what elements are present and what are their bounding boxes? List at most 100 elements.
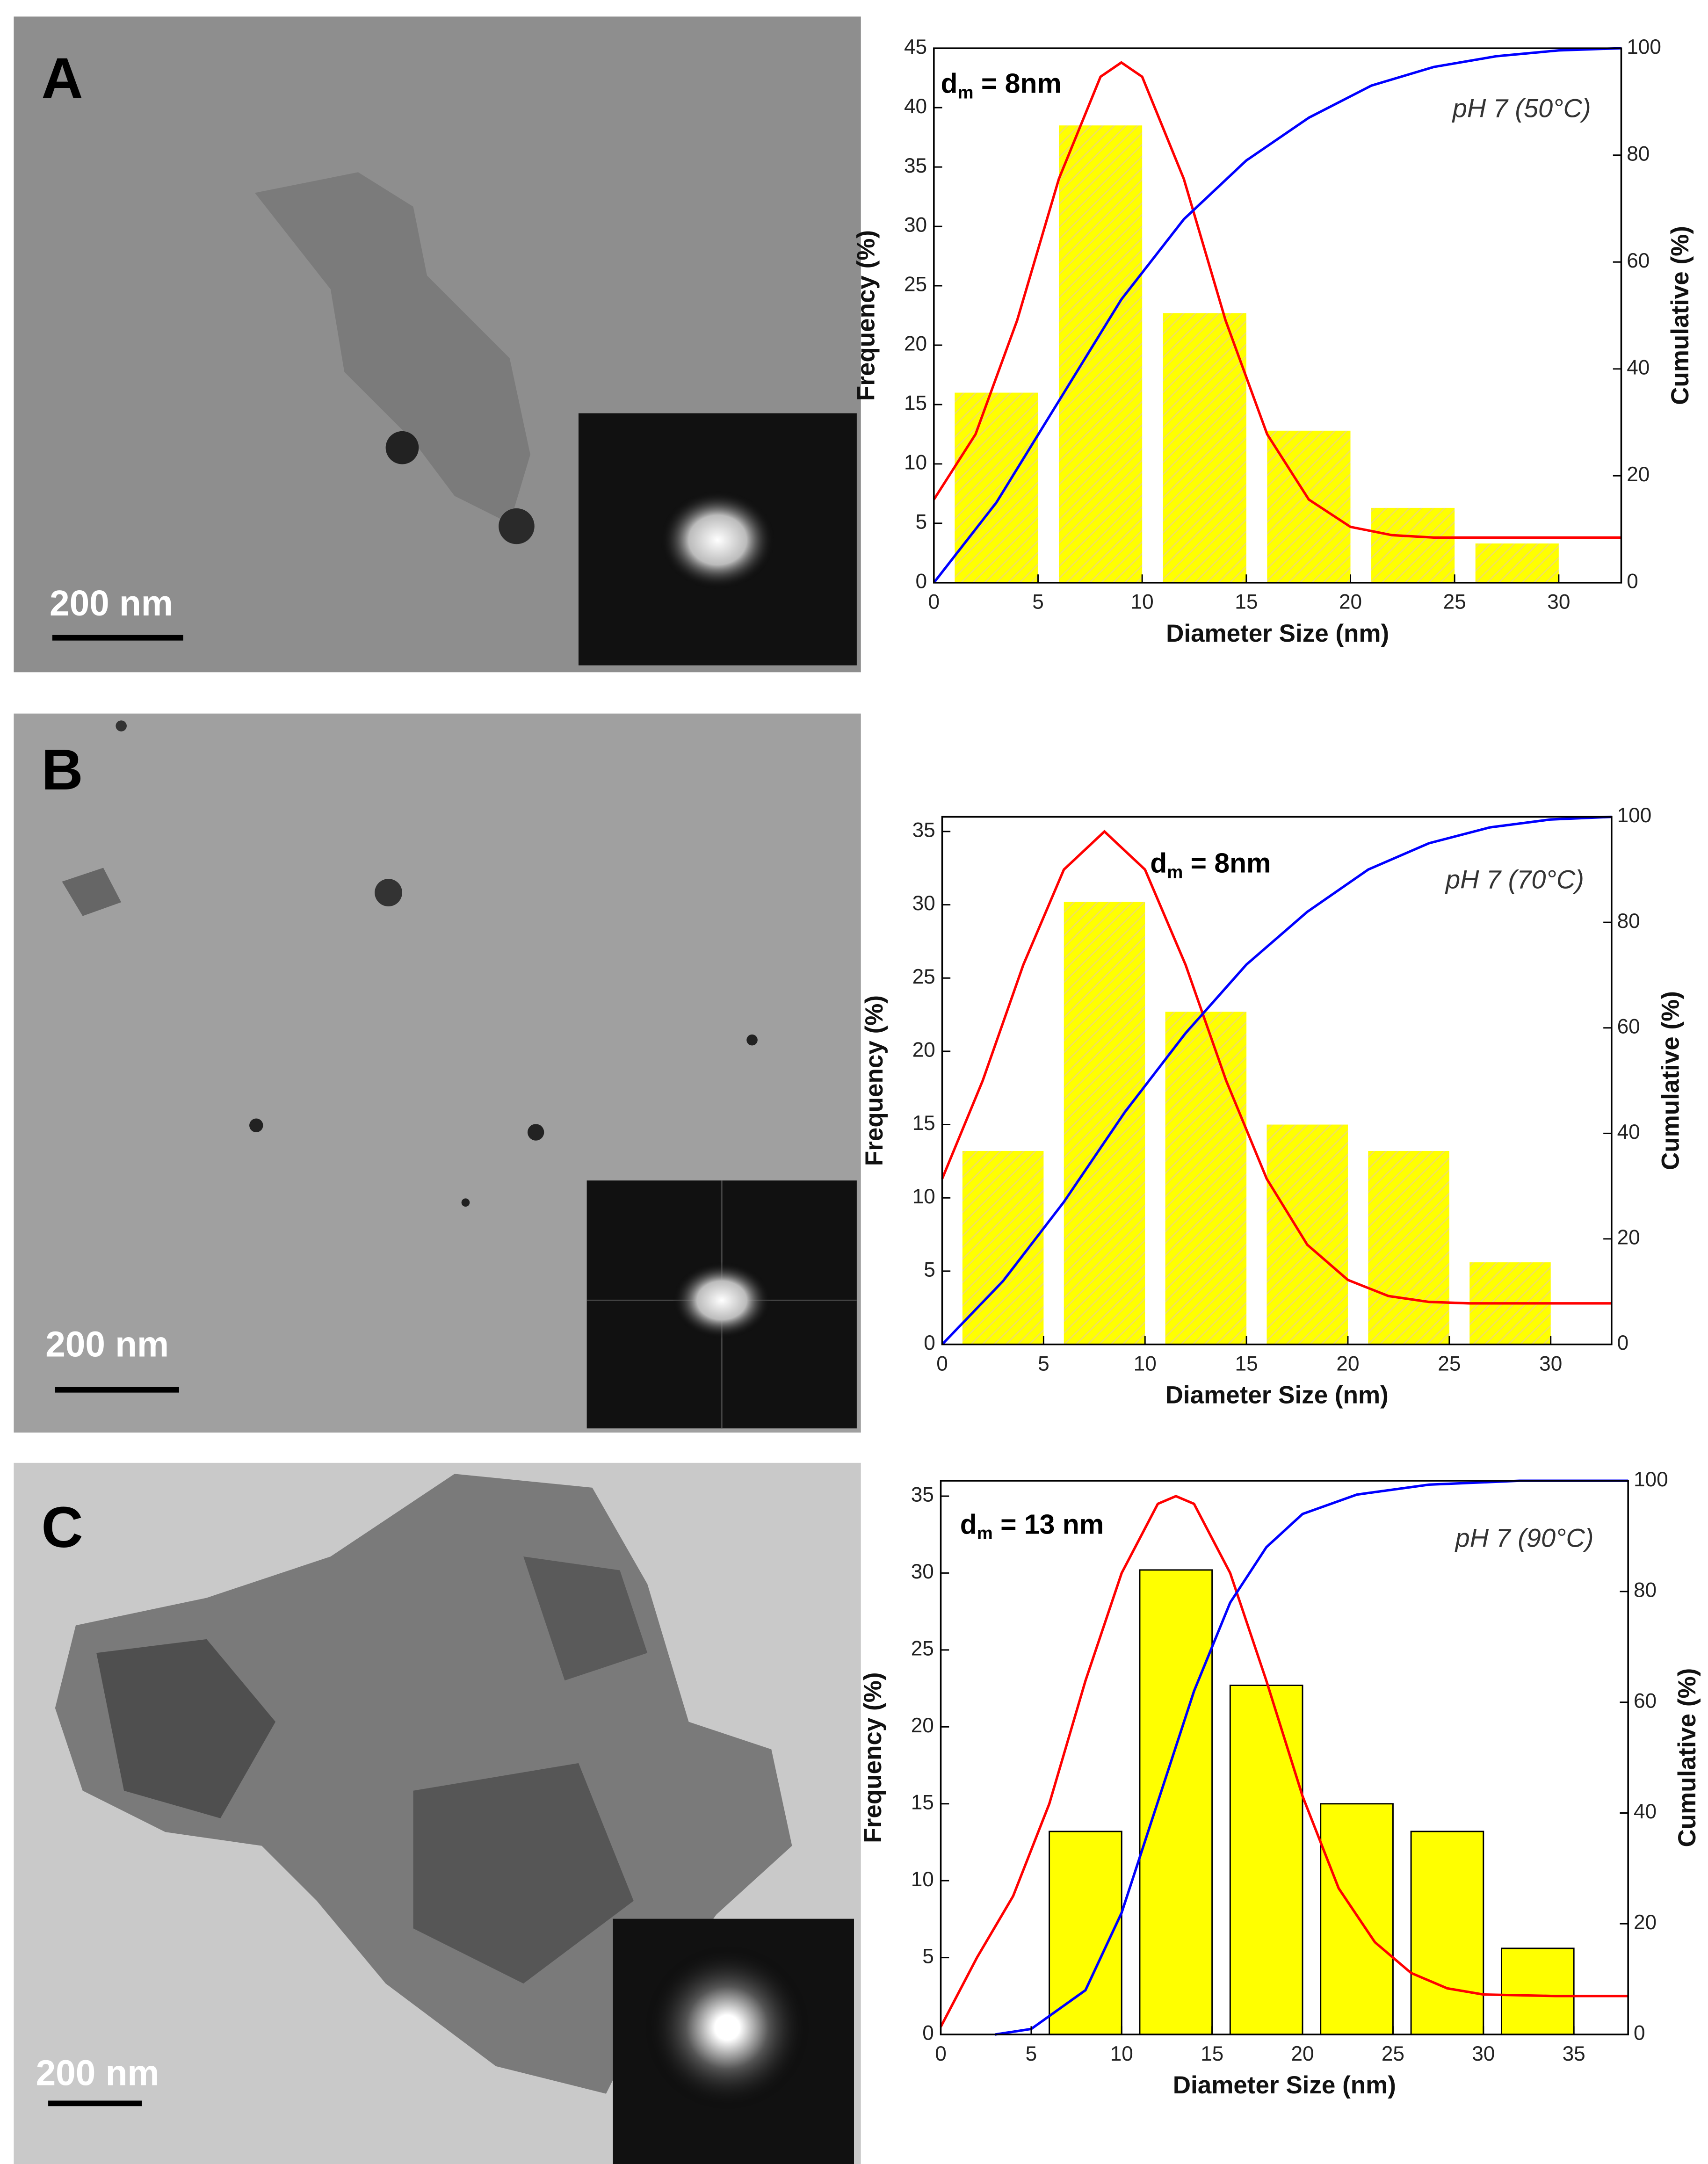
mean-diameter: dm = 8nm xyxy=(941,68,1062,102)
y2-tick-label: 100 xyxy=(1617,804,1652,827)
x-tick-label: 5 xyxy=(1026,2042,1037,2065)
y-tick-label: 5 xyxy=(922,1945,934,1968)
y2-axis-title: Cumulative (%) xyxy=(1657,991,1684,1170)
bar xyxy=(1139,1569,1213,2035)
plot-frame xyxy=(940,1480,1629,2035)
scale-bar-label: 200 nm xyxy=(45,1325,169,1365)
annotation-part: = 8nm xyxy=(974,68,1062,99)
y2-axis-title: Cumulative (%) xyxy=(1666,226,1694,405)
curve xyxy=(941,815,1612,1346)
y2-tick-label: 40 xyxy=(1617,1121,1640,1144)
x-tick-label: 10 xyxy=(1134,1352,1157,1375)
plot-frame xyxy=(933,47,1622,584)
y-tick-label: 10 xyxy=(911,1868,934,1891)
x-axis-title: Diameter Size (nm) xyxy=(1166,620,1389,647)
y-tick-label: 40 xyxy=(904,95,927,118)
tem-image-c xyxy=(14,1462,861,2164)
y-tick-label: 35 xyxy=(912,819,935,842)
y-axis-title: Frequency (%) xyxy=(852,230,880,401)
y-tick-label: 20 xyxy=(904,333,927,355)
annotation-part: d xyxy=(1150,848,1167,878)
x-tick-label: 25 xyxy=(1382,2042,1404,2065)
x-tick-label: 35 xyxy=(1563,2042,1585,2065)
bar xyxy=(1475,543,1559,583)
x-tick-label: 15 xyxy=(1235,591,1258,614)
y-axis-title: Frequency (%) xyxy=(861,995,888,1166)
y-tick-label: 35 xyxy=(904,154,927,177)
bar xyxy=(1049,1831,1122,2035)
x-tick-label: 20 xyxy=(1339,591,1362,614)
y-tick-label: 25 xyxy=(912,965,935,988)
bar xyxy=(1229,1685,1303,2035)
y-tick-label: 35 xyxy=(911,1484,934,1506)
scale-bar-label: 200 nm xyxy=(36,2054,159,2093)
chart: 0 5 10 15 20 25 30 0 5 10 15 20 25 30 35 0 20 40 60 80 100 Di… xyxy=(861,804,1684,1409)
y2-tick-label: 100 xyxy=(1627,36,1661,58)
x-tick-label: 25 xyxy=(1438,1352,1461,1375)
x-tick-label: 0 xyxy=(936,1352,948,1375)
y-tick-label: 20 xyxy=(911,1714,934,1737)
bar xyxy=(1267,1124,1348,1345)
y2-tick-label: 80 xyxy=(1634,1579,1657,1602)
x-tick-label: 20 xyxy=(1291,2042,1314,2065)
mean-diameter: dm = 8nm xyxy=(1150,848,1271,882)
x-tick-label: 10 xyxy=(1110,2042,1133,2065)
x-tick-label: 5 xyxy=(1032,591,1044,614)
bar xyxy=(1165,1012,1247,1345)
x-tick-label: 30 xyxy=(1539,1352,1562,1375)
curve xyxy=(995,1479,1628,2036)
bar xyxy=(1368,1151,1449,1345)
bar xyxy=(1064,902,1145,1345)
y2-tick-label: 60 xyxy=(1627,249,1650,272)
x-tick-label: 30 xyxy=(1472,2042,1495,2065)
bar xyxy=(1163,313,1246,583)
y2-tick-label: 100 xyxy=(1634,1468,1668,1491)
annotation-part: = 8nm xyxy=(1183,848,1271,878)
chart: 0 5 10 15 20 25 30 35 0 5 10 15 20 25 30 35 0 20 40 60 80 100… xyxy=(859,1468,1701,2099)
y2-tick-label: 0 xyxy=(1627,570,1638,593)
scale-bar-label: 200 nm xyxy=(50,584,173,623)
y-tick-label: 45 xyxy=(904,36,927,58)
y2-tick-label: 40 xyxy=(1634,1800,1657,1823)
y-tick-label: 0 xyxy=(916,570,927,593)
curve xyxy=(941,830,1612,1305)
condition: pH 7 (50°C) xyxy=(1452,93,1591,123)
x-tick-label: 5 xyxy=(1038,1352,1049,1375)
bar xyxy=(1320,1803,1394,2035)
curve xyxy=(933,61,1621,539)
y-tick-label: 25 xyxy=(904,273,927,296)
y2-tick-label: 60 xyxy=(1617,1015,1640,1038)
y-tick-label: 0 xyxy=(922,2022,934,2045)
condition: pH 7 (90°C) xyxy=(1455,1523,1594,1553)
chart: 0 5 10 15 20 25 30 0 5 10 15 20 25 30 35 40 45 0 20 40 60 80 1… xyxy=(852,36,1694,647)
y2-tick-label: 20 xyxy=(1617,1226,1640,1249)
y-tick-label: 5 xyxy=(916,511,927,534)
y-tick-label: 25 xyxy=(911,1637,934,1660)
curve xyxy=(940,1495,1628,2027)
y-axis-title: Frequency (%) xyxy=(859,1672,887,1843)
bar xyxy=(1059,125,1143,583)
annotation-part: d xyxy=(960,1509,977,1540)
annotation-part: m xyxy=(977,1523,993,1543)
y-tick-label: 15 xyxy=(911,1791,934,1814)
x-tick-label: 25 xyxy=(1443,591,1466,614)
x-tick-label: 20 xyxy=(1336,1352,1359,1375)
annotation-part: = 13 nm xyxy=(993,1509,1104,1540)
curve xyxy=(933,47,1621,584)
tem-image-a xyxy=(14,16,861,673)
bar xyxy=(1500,1947,1575,2035)
condition: pH 7 (70°C) xyxy=(1445,865,1584,894)
y-tick-label: 15 xyxy=(912,1112,935,1135)
tem-image-b xyxy=(14,713,861,1433)
annotation-part: m xyxy=(1167,862,1183,882)
bar xyxy=(962,1151,1044,1345)
x-tick-label: 15 xyxy=(1235,1352,1258,1375)
y2-tick-label: 40 xyxy=(1627,356,1650,379)
y2-tick-label: 80 xyxy=(1617,910,1640,933)
y-tick-label: 0 xyxy=(924,1332,935,1354)
x-axis-title: Diameter Size (nm) xyxy=(1173,2071,1396,2099)
annotation-part: d xyxy=(941,68,958,99)
x-tick-label: 0 xyxy=(928,591,940,614)
annotation-part: m xyxy=(958,82,974,102)
